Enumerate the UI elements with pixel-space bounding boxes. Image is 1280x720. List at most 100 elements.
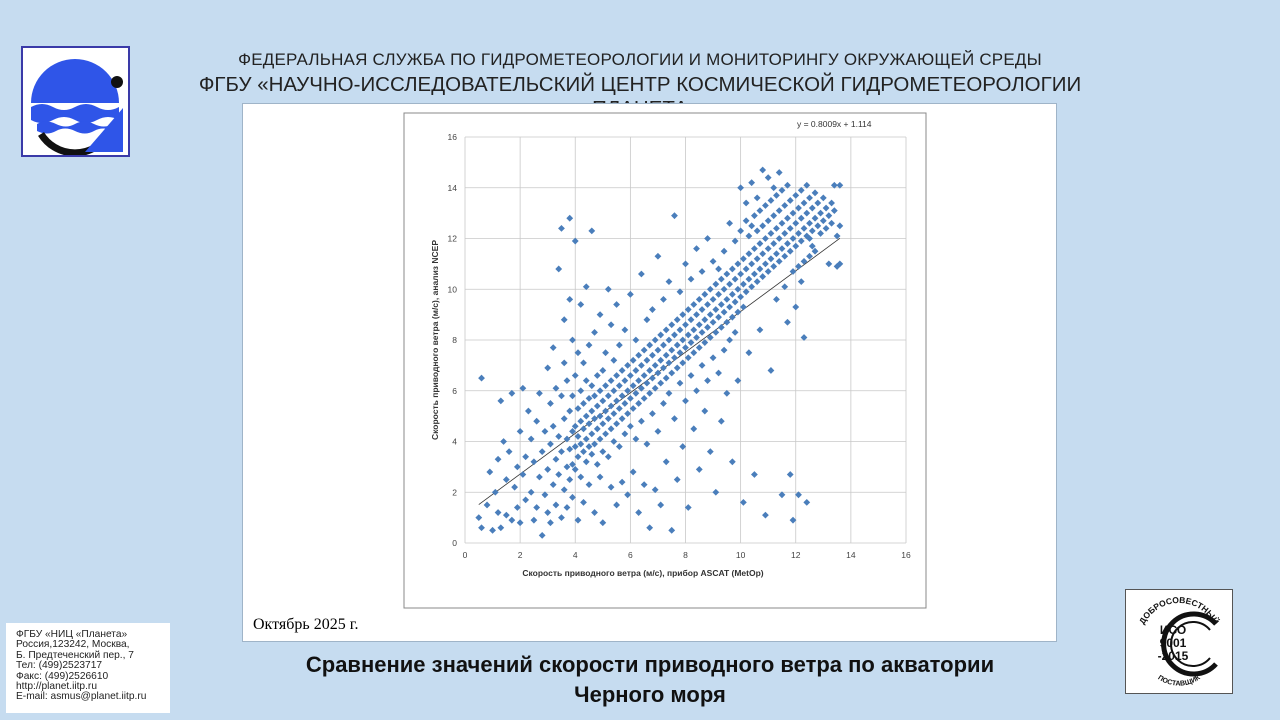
data-point — [728, 313, 736, 321]
data-point — [767, 367, 775, 374]
data-point — [643, 379, 651, 387]
data-point — [560, 486, 568, 494]
data-point — [742, 199, 750, 207]
data-point — [819, 217, 827, 225]
data-point — [687, 339, 695, 346]
data-point — [571, 443, 579, 450]
data-point — [643, 440, 651, 448]
data-point — [723, 270, 731, 278]
data-point — [745, 275, 753, 283]
data-point — [684, 354, 692, 362]
data-point — [817, 209, 824, 217]
data-point — [726, 219, 733, 227]
data-point — [522, 453, 530, 461]
x-tick-label: 12 — [791, 550, 801, 560]
data-point — [792, 191, 800, 199]
data-point — [574, 349, 582, 357]
data-point — [753, 255, 761, 263]
data-point — [527, 488, 535, 496]
data-point — [712, 280, 720, 288]
data-point — [709, 318, 717, 326]
data-point — [566, 214, 574, 222]
data-point — [720, 247, 728, 255]
data-point — [778, 219, 786, 227]
data-point — [795, 491, 802, 499]
data-point — [709, 354, 717, 362]
data-point — [726, 336, 733, 344]
data-point — [701, 316, 709, 324]
data-point — [502, 511, 510, 519]
data-point — [610, 410, 618, 417]
data-point — [781, 202, 789, 209]
data-point — [706, 311, 714, 319]
data-point — [494, 509, 502, 516]
data-point — [582, 412, 590, 420]
data-point — [618, 367, 626, 374]
data-point — [723, 318, 731, 326]
data-point — [657, 501, 665, 509]
data-point — [607, 377, 615, 384]
data-point — [577, 301, 585, 308]
data-point — [753, 194, 761, 202]
data-point — [626, 394, 634, 402]
data-point — [673, 364, 681, 372]
data-point — [643, 356, 651, 364]
data-point — [748, 179, 756, 187]
data-point — [629, 468, 637, 476]
data-point — [657, 379, 665, 387]
data-point — [657, 356, 665, 364]
y-tick-label: 2 — [452, 487, 457, 497]
data-point — [715, 313, 722, 321]
trendline-equation: y = 0.8009x + 1.114 — [797, 119, 872, 129]
x-tick-label: 4 — [573, 550, 578, 560]
data-point — [789, 268, 797, 275]
data-point — [497, 397, 505, 405]
data-point — [773, 250, 780, 258]
data-point — [748, 260, 756, 268]
data-point — [629, 356, 637, 364]
data-point — [684, 306, 692, 313]
x-tick-label: 0 — [463, 550, 468, 560]
data-point — [800, 199, 808, 207]
data-point — [629, 405, 637, 412]
data-point — [527, 435, 535, 443]
data-point — [731, 237, 739, 245]
data-point — [781, 230, 789, 237]
data-point — [690, 326, 698, 334]
data-point — [739, 280, 747, 288]
data-point — [720, 285, 728, 293]
data-point — [524, 407, 532, 415]
data-point — [660, 400, 667, 407]
data-point — [582, 458, 590, 466]
data-point — [500, 438, 507, 445]
data-point — [591, 509, 598, 516]
y-axis-label: Скорость приводного ветра (м/с), анализ … — [430, 240, 440, 440]
data-point — [671, 331, 678, 339]
y-tick-label: 14 — [448, 183, 458, 193]
data-point — [505, 448, 513, 456]
data-point — [789, 516, 797, 524]
data-point — [638, 270, 645, 278]
contact-line: http://planet.iitp.ru — [16, 681, 97, 693]
data-point — [825, 212, 833, 220]
data-point — [784, 318, 791, 326]
data-point — [706, 448, 714, 456]
data-point — [715, 369, 722, 377]
data-point — [552, 384, 560, 392]
data-point — [679, 336, 687, 344]
data-point — [574, 516, 582, 524]
data-point — [621, 326, 629, 334]
data-point — [737, 184, 745, 192]
data-point — [547, 440, 554, 448]
data-point — [536, 473, 543, 481]
data-point — [577, 440, 585, 448]
data-point — [549, 344, 557, 352]
data-point — [753, 278, 761, 286]
data-point — [773, 296, 780, 303]
data-point — [621, 400, 629, 407]
data-point — [582, 283, 590, 291]
data-point — [580, 359, 587, 367]
data-point — [533, 417, 541, 425]
data-point — [549, 422, 557, 430]
data-point — [673, 316, 681, 324]
